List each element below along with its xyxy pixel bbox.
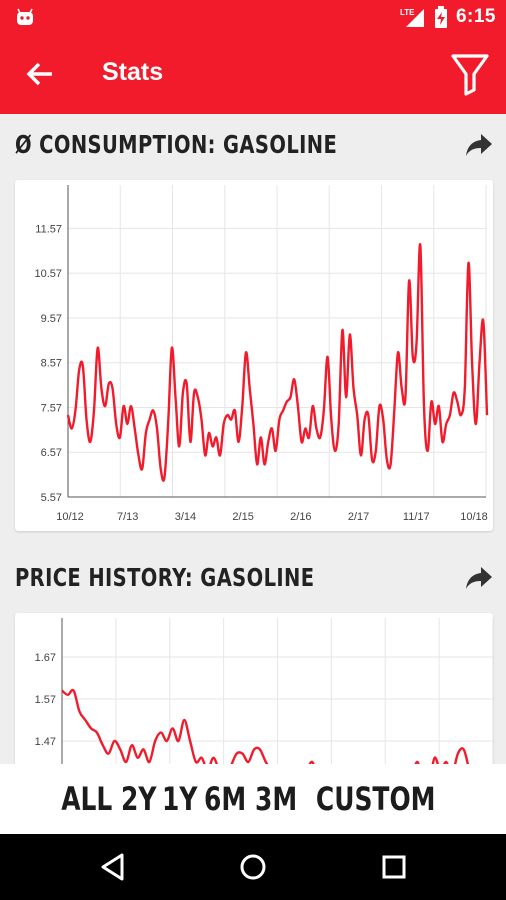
series-line <box>66 243 489 482</box>
y-tick-label: 10.57 <box>34 268 62 280</box>
y-tick-label: 1.67 <box>35 652 56 664</box>
y-tick-label: 1.47 <box>35 736 56 748</box>
consumption-chart-card: 11.57 10.57 9.57 8.57 7.57 6.57 5.57 10/12 7/13 3… <box>15 180 493 531</box>
price-chart: 1.67 1.57 1.47 <box>35 618 493 783</box>
nav-back-icon[interactable] <box>96 849 132 885</box>
y-tick-label: 6.57 <box>41 447 62 459</box>
nav-recents-icon[interactable] <box>376 849 412 885</box>
page-title: Stats <box>102 58 164 86</box>
range-all-button[interactable]: ALL <box>61 780 113 818</box>
x-tick-label: 10/12 <box>56 511 84 523</box>
x-tick-label: 2/16 <box>290 511 311 523</box>
battery-icon <box>434 6 447 28</box>
status-time: 6:15 <box>455 6 496 27</box>
status-bar: LTE 6:15 <box>0 0 506 34</box>
x-tick-label: 3/14 <box>175 511 196 523</box>
range-custom-button[interactable]: CUSTOM <box>315 780 436 818</box>
x-tick-label: 2/17 <box>348 511 369 523</box>
android-icon <box>17 8 33 25</box>
x-tick-label: 11/17 <box>403 511 430 523</box>
y-tick-label: 5.57 <box>41 492 62 504</box>
network-type-label: LTE <box>400 8 415 17</box>
share-icon[interactable] <box>464 565 494 591</box>
filter-icon[interactable] <box>450 52 490 96</box>
range-3m-button[interactable]: 3M <box>254 780 297 818</box>
price-history-title: PRICE HISTORY: GASOLINE <box>15 563 315 592</box>
x-tick-label: 2/15 <box>232 511 253 523</box>
navigation-bar <box>0 834 506 900</box>
y-tick-label: 11.57 <box>35 223 62 235</box>
x-tick-label: 7/13 <box>117 511 138 523</box>
range-selector: ALL 2Y 1Y 6M 3M CUSTOM <box>0 764 506 834</box>
y-tick-label: 8.57 <box>41 358 62 370</box>
y-tick-label: 7.57 <box>41 402 62 414</box>
y-tick-label: 9.57 <box>41 313 62 325</box>
range-6m-button[interactable]: 6M <box>204 780 247 818</box>
nav-home-icon[interactable] <box>235 849 271 885</box>
consumption-chart: 11.57 10.57 9.57 8.57 7.57 6.57 5.57 10/12 7/13 3… <box>34 185 489 523</box>
app-bar: Stats <box>0 34 506 114</box>
arrow-back-icon[interactable] <box>22 56 58 92</box>
signal-icon: LTE <box>400 8 424 27</box>
consumption-title: Ø CONSUMPTION: GASOLINE <box>15 130 338 159</box>
x-tick-label: 10/18 <box>460 511 488 523</box>
y-tick-label: 1.57 <box>35 694 56 706</box>
share-icon[interactable] <box>464 132 494 158</box>
range-1y-button[interactable]: 1Y <box>161 780 198 818</box>
range-2y-button[interactable]: 2Y <box>120 780 156 818</box>
price-chart-card: 1.67 1.57 1.47 <box>15 613 493 783</box>
